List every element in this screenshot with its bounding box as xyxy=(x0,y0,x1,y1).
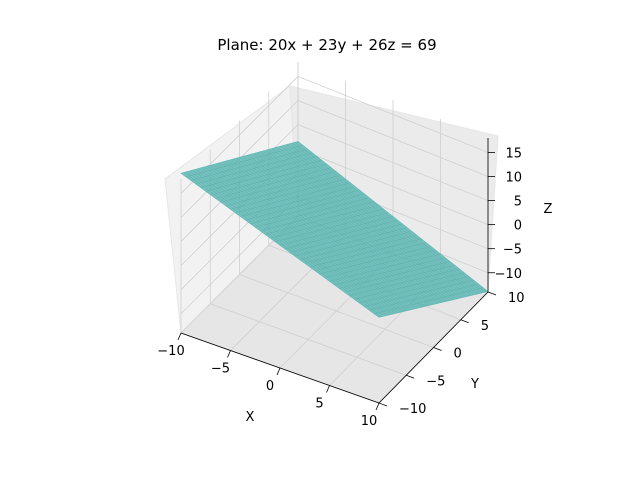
x-tick-label: −10 xyxy=(157,344,184,359)
y-tick-mark xyxy=(487,291,497,296)
x-tick-mark xyxy=(375,402,380,411)
plane-mesh-line xyxy=(254,153,448,302)
x-tick-mark xyxy=(177,332,182,341)
plane-mesh-line xyxy=(369,283,479,311)
plane-mesh-line xyxy=(259,151,453,300)
plane-mesh-line xyxy=(268,149,461,299)
y-tick-label: −10 xyxy=(399,402,426,417)
plane-mesh-line xyxy=(294,227,408,257)
plane-mesh-line xyxy=(262,150,456,300)
plane-mesh-line xyxy=(354,272,465,300)
z-tick-label: 5 xyxy=(514,195,522,210)
plane-mesh-line xyxy=(271,148,464,298)
grid-line-back-z xyxy=(297,148,489,225)
x-tick-label: 0 xyxy=(266,379,274,394)
plane-mesh-line xyxy=(319,246,432,275)
plane-mesh-line xyxy=(274,147,467,297)
x-tick-label: 5 xyxy=(315,397,323,412)
plane-mesh-line xyxy=(339,261,451,289)
plane-mesh-line xyxy=(251,154,445,302)
plane-mesh-line xyxy=(349,268,460,296)
z-tick-label: −5 xyxy=(503,243,522,258)
z-tick-label: 0 xyxy=(514,219,522,234)
plane-mesh-line xyxy=(289,143,480,294)
y-tick-mark xyxy=(378,402,388,407)
y-axis-label: Y xyxy=(470,377,479,392)
plane-mesh-line xyxy=(284,220,398,250)
y-tick-mark xyxy=(433,347,442,351)
plane-mesh-line xyxy=(374,287,484,314)
z-tick-label: −10 xyxy=(495,267,522,282)
plane-mesh-line xyxy=(304,235,417,264)
y-tick-mark xyxy=(406,374,415,379)
plane-mesh-line xyxy=(248,154,442,303)
x-tick-mark xyxy=(276,367,281,376)
x-tick-mark xyxy=(326,385,330,393)
plane-mesh-line xyxy=(334,257,446,286)
plane-mesh-line xyxy=(265,150,459,299)
plane-mesh-line xyxy=(314,242,427,271)
plane-mesh-line xyxy=(299,231,413,260)
y-tick-label: 10 xyxy=(508,291,525,306)
x-tick-label: −5 xyxy=(211,362,230,377)
plane-mesh-line xyxy=(289,223,403,253)
plane-mesh-line xyxy=(292,142,483,293)
y-tick-label: 0 xyxy=(454,347,462,362)
y-tick-label: −5 xyxy=(426,374,445,389)
plane-mesh-line xyxy=(294,142,486,293)
grid-line-back-z xyxy=(297,100,489,177)
plane-mesh-line xyxy=(364,280,474,307)
plane-mesh-line xyxy=(324,250,436,278)
plane-mesh-line xyxy=(329,253,441,282)
grid-line-back-z xyxy=(297,124,489,201)
plane-mesh-line xyxy=(245,155,440,304)
grid-line-floor-y xyxy=(239,274,434,348)
y-tick-mark xyxy=(460,319,469,324)
plane-mesh-line xyxy=(286,144,478,295)
plane-mesh-line xyxy=(242,156,437,304)
x-tick-mark xyxy=(227,350,231,358)
chart-title: Plane: 20x + 23y + 26z = 69 xyxy=(217,36,436,54)
plane-mesh-line xyxy=(359,276,470,304)
y-tick-label: 5 xyxy=(481,319,489,334)
plane-mesh-line xyxy=(283,145,475,295)
plane-mesh-line xyxy=(280,146,472,296)
x-tick-label: 10 xyxy=(361,414,378,429)
plane-mesh-line xyxy=(239,157,434,305)
plane-mesh-line xyxy=(309,238,422,268)
grid-line-floor-y xyxy=(210,303,407,376)
plane-mesh-line xyxy=(256,152,450,301)
z-tick-label: 10 xyxy=(505,171,522,186)
z-tick-label: 15 xyxy=(505,146,522,161)
plane-surface xyxy=(180,141,489,318)
plane-mesh-line xyxy=(277,146,470,297)
z-axis-label: Z xyxy=(544,202,553,217)
x-axis-label: X xyxy=(246,410,255,425)
grid-line-back-z xyxy=(297,76,489,153)
plane-mesh-line xyxy=(344,265,455,293)
